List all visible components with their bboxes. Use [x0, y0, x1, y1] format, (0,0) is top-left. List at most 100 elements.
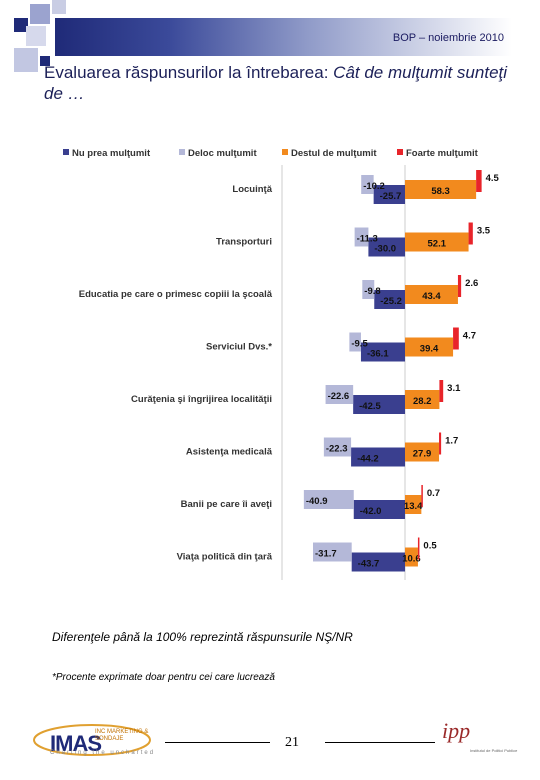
legend-label: Foarte mulţumit: [406, 148, 479, 159]
bar-deloc-multumit: [361, 175, 374, 194]
bar-destul-de-multumit: [405, 232, 469, 252]
page-number: 21: [285, 735, 299, 750]
legend-label: Nu prea mulţumit: [72, 148, 151, 159]
category-label: Asistenţa medicală: [186, 447, 273, 458]
imas-logo-text: IMAS: [50, 731, 102, 756]
bar-foarte-multumit: [439, 380, 444, 402]
legend-swatch: [397, 149, 403, 155]
note-employed-only: *Procente exprimate doar pentru cei care…: [52, 672, 275, 683]
data-label-destul-de-multumit: 58.3: [431, 186, 450, 197]
category-label: Locuinţă: [232, 184, 272, 195]
decor-square: [52, 0, 66, 14]
legend-label: Destul de mulţumit: [291, 148, 377, 159]
bar-destul-de-multumit: [405, 547, 418, 567]
bar-foarte-multumit: [439, 432, 442, 455]
data-label-nu-prea-multumit: -43.7: [358, 559, 380, 570]
data-label-foarte-multumit: 0.5: [423, 541, 437, 552]
data-label-deloc-multumit: -40.9: [306, 496, 328, 507]
bar-deloc-multumit: [323, 437, 352, 457]
page-title: Evaluarea răspunsurilor la întrebarea: C…: [44, 62, 514, 104]
category-label: Curăţenia şi îngrijirea localităţii: [131, 394, 272, 405]
data-label-destul-de-multumit: 52.1: [428, 239, 447, 250]
footer-divider: [325, 742, 435, 743]
bar-foarte-multumit: [453, 327, 459, 350]
bar-deloc-multumit: [303, 490, 354, 509]
bar-nu-prea-multumit: [351, 552, 405, 572]
header-label: BOP – noiembrie 2010: [392, 32, 504, 44]
title-question: Cât de mulţumit sunteţi de …: [44, 63, 508, 103]
data-label-deloc-multumit: -9.5: [351, 339, 368, 350]
data-label-foarte-multumit: 4.5: [486, 173, 500, 184]
category-label: Viaţa politică din ţară: [177, 552, 273, 563]
category-label: Educatia pe care o primesc copiii la şco…: [79, 289, 273, 300]
legend-label: Deloc mulţumit: [188, 148, 257, 159]
bar-deloc-multumit: [349, 332, 361, 352]
bar-nu-prea-multumit: [351, 447, 405, 467]
bar-nu-prea-multumit: [360, 342, 405, 362]
data-label-nu-prea-multumit: -42.5: [359, 401, 381, 412]
data-label-foarte-multumit: 2.6: [465, 278, 478, 289]
ipp-logo: ipp: [442, 718, 471, 743]
bar-destul-de-multumit: [405, 495, 422, 514]
imas-logo-swoosh: [33, 724, 151, 756]
legend-swatch: [282, 149, 288, 155]
header-band: [55, 18, 512, 56]
decor-square: [40, 56, 50, 66]
data-label-destul-de-multumit: 39.4: [420, 344, 439, 355]
data-label-foarte-multumit: 3.5: [477, 226, 491, 237]
bar-destul-de-multumit: [405, 337, 454, 357]
bar-destul-de-multumit: [405, 442, 440, 462]
ipp-logo-subtext: Institutul de Politici Publice: [470, 748, 518, 753]
bar-foarte-multumit: [468, 222, 473, 245]
data-label-deloc-multumit: -10.2: [363, 181, 385, 192]
bar-foarte-multumit: [421, 485, 423, 507]
data-label-foarte-multumit: 0.7: [427, 488, 440, 499]
bar-nu-prea-multumit: [353, 395, 405, 414]
bar-destul-de-multumit: [405, 285, 458, 304]
category-label: Serviciul Dvs.*: [206, 342, 272, 353]
data-label-nu-prea-multumit: -42.0: [360, 506, 382, 517]
bar-deloc-multumit: [325, 385, 354, 404]
data-label-nu-prea-multumit: -44.2: [357, 454, 379, 465]
data-label-foarte-multumit: 4.7: [463, 331, 476, 342]
data-label-deloc-multumit: -11.3: [357, 234, 378, 245]
category-label: Transporturi: [216, 237, 272, 248]
data-label-deloc-multumit: -31.7: [315, 549, 337, 560]
data-label-deloc-multumit: -22.3: [326, 444, 348, 455]
bar-deloc-multumit: [313, 542, 352, 562]
imas-logo-tagline: Charting the uncharted: [50, 750, 156, 756]
decor-square: [14, 48, 38, 72]
data-label-nu-prea-multumit: -36.1: [367, 349, 389, 360]
bar-destul-de-multumit: [405, 390, 440, 409]
bar-chart: Nu prea mulţumit Deloc mulţumit Destul de …: [63, 148, 500, 580]
bar-nu-prea-multumit: [373, 185, 405, 204]
data-label-nu-prea-multumit: -25.7: [380, 191, 402, 202]
note-missing-answers: Diferenţele până la 100% reprezintă răsp…: [52, 630, 353, 644]
data-label-destul-de-multumit: 10.6: [402, 554, 421, 565]
data-label-nu-prea-multumit: -30.0: [374, 244, 396, 255]
bar-nu-prea-multumit: [368, 237, 405, 257]
bar-deloc-multumit: [362, 280, 375, 299]
bar-deloc-multumit: [354, 227, 369, 247]
data-label-foarte-multumit: 3.1: [447, 383, 461, 394]
bar-foarte-multumit: [476, 170, 482, 192]
footer-divider: [165, 742, 270, 743]
imas-logo-subtext: INC MARKETING & SONDAJE: [95, 729, 149, 742]
data-label-destul-de-multumit: 27.9: [413, 449, 432, 460]
legend-swatch: [179, 149, 185, 155]
title-prefix: Evaluarea răspunsurilor la întrebarea:: [44, 63, 334, 82]
decor-square: [30, 4, 50, 24]
data-label-nu-prea-multumit: -25.2: [380, 296, 402, 307]
bar-destul-de-multumit: [405, 180, 477, 199]
data-label-destul-de-multumit: 28.2: [413, 396, 432, 407]
legend-swatch: [63, 149, 69, 155]
bar-foarte-multumit: [457, 275, 462, 297]
bar-nu-prea-multumit: [353, 500, 405, 519]
decor-square: [26, 26, 46, 46]
data-label-foarte-multumit: 1.7: [445, 436, 458, 447]
bar-nu-prea-multumit: [374, 290, 405, 309]
data-label-deloc-multumit: -22.6: [328, 391, 350, 402]
data-label-destul-de-multumit: 43.4: [422, 291, 441, 302]
bar-foarte-multumit: [417, 537, 420, 560]
decor-square: [14, 18, 28, 32]
